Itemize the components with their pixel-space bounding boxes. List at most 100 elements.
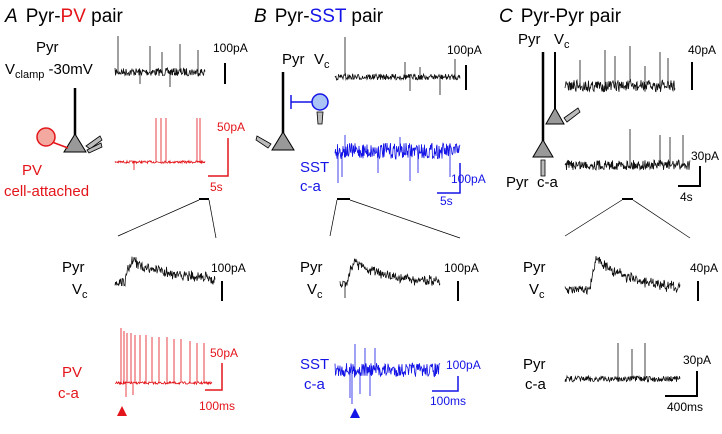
subscript: c — [324, 59, 330, 71]
sst-cell — [311, 93, 329, 111]
label-part: -30mV — [44, 61, 92, 78]
label-part: V — [314, 51, 324, 68]
electrode — [85, 135, 103, 150]
label: Vc — [307, 281, 323, 301]
subscript: c — [564, 39, 570, 51]
label-part: V — [554, 31, 564, 48]
label: c-a — [537, 174, 558, 191]
scale-label: 30pA — [691, 149, 719, 163]
scale-bar — [678, 166, 701, 187]
trace — [334, 344, 441, 404]
scale-label: 5s — [440, 194, 453, 208]
trace — [334, 135, 461, 183]
trace — [564, 129, 691, 171]
trace — [564, 343, 681, 383]
scale-label: 100pA — [447, 43, 482, 57]
pyr-cell — [545, 106, 565, 125]
zoom-line — [117, 199, 200, 237]
label: c-a — [304, 376, 325, 393]
label: Vc — [314, 51, 330, 71]
scale-label: 400ms — [667, 400, 703, 414]
label: c-a — [300, 178, 321, 195]
scale-label: 100pA — [213, 41, 248, 55]
trace — [114, 118, 206, 170]
pyr-cell — [271, 131, 295, 151]
scale-label: 100pA — [446, 358, 481, 372]
label: PV — [62, 364, 82, 381]
traces — [114, 36, 691, 404]
scale-label: 40pA — [688, 43, 716, 57]
electrode — [86, 142, 103, 154]
title-part: Pyr- — [275, 6, 310, 27]
label: Pyr — [62, 259, 85, 276]
synapse — [51, 141, 69, 149]
scale-label: 5s — [210, 180, 223, 194]
label: Pyr — [282, 51, 305, 68]
trace — [564, 255, 681, 295]
panel-letter: A — [4, 6, 18, 27]
label: Pyr — [36, 39, 59, 56]
subscript: c — [82, 289, 88, 301]
scale-label: 4s — [680, 190, 693, 204]
trace — [114, 256, 216, 287]
label: c-a — [58, 385, 79, 402]
scale-label: 100pA — [211, 261, 246, 275]
scale-label: 100pA — [444, 261, 479, 275]
subscript: c — [317, 289, 323, 301]
label: Vc — [72, 281, 88, 301]
title-part: SST — [310, 6, 347, 27]
subscript: clamp — [15, 69, 44, 81]
panel-title: C Pyr-Pyr pair — [499, 6, 622, 27]
trace — [114, 328, 213, 397]
label-part: V — [307, 281, 317, 298]
label: Pyr — [523, 259, 546, 276]
label: Pyr — [300, 259, 323, 276]
panel-title: B Pyr-SST pair — [254, 6, 384, 27]
scale-label: 30pA — [683, 353, 711, 367]
label: SST — [300, 159, 329, 176]
zoom-line — [208, 199, 217, 239]
electrode — [255, 135, 272, 149]
scale-label: 100pA — [451, 172, 486, 186]
scale-bar — [208, 138, 229, 177]
label: cell-attached — [4, 183, 89, 200]
stim-marker — [117, 406, 127, 416]
panel-title: A Pyr-PV pair — [4, 6, 124, 27]
scale-label: 50pA — [217, 120, 245, 134]
pyr-cell — [63, 133, 87, 153]
title-part: pair — [86, 6, 124, 27]
trace — [339, 258, 441, 298]
electrode — [316, 111, 324, 125]
scale-bar — [432, 376, 459, 392]
panel-letter: C — [499, 6, 513, 27]
label-part: V — [529, 281, 539, 298]
label-part: V — [5, 61, 15, 78]
title-part: PV — [61, 6, 87, 27]
subscript: c — [539, 289, 545, 301]
scale-bar — [437, 163, 461, 194]
label: PV — [22, 162, 42, 179]
scale-bar — [205, 363, 223, 391]
panel-letter: B — [254, 6, 267, 27]
stim-marker — [350, 408, 360, 418]
label: Vclamp -30mV — [5, 61, 93, 81]
pyr-cell — [532, 139, 554, 158]
label: Pyr — [518, 31, 541, 48]
label: SST — [300, 356, 329, 373]
label-part: V — [72, 281, 82, 298]
scale-label: 40pA — [690, 261, 718, 275]
title-part: Pyr- — [26, 6, 61, 27]
electrode — [563, 107, 581, 123]
trace — [114, 36, 206, 87]
scale-label: 50pA — [210, 346, 238, 360]
title-part: Pyr-Pyr pair — [521, 6, 622, 27]
label: c-a — [525, 376, 546, 393]
label: Pyr — [523, 356, 546, 373]
scale-label: 100ms — [199, 399, 235, 413]
scale-bar — [665, 371, 698, 397]
zoom-line — [349, 199, 461, 239]
trace — [564, 46, 676, 93]
pv-cell — [36, 127, 56, 147]
zoom-line — [564, 199, 623, 237]
